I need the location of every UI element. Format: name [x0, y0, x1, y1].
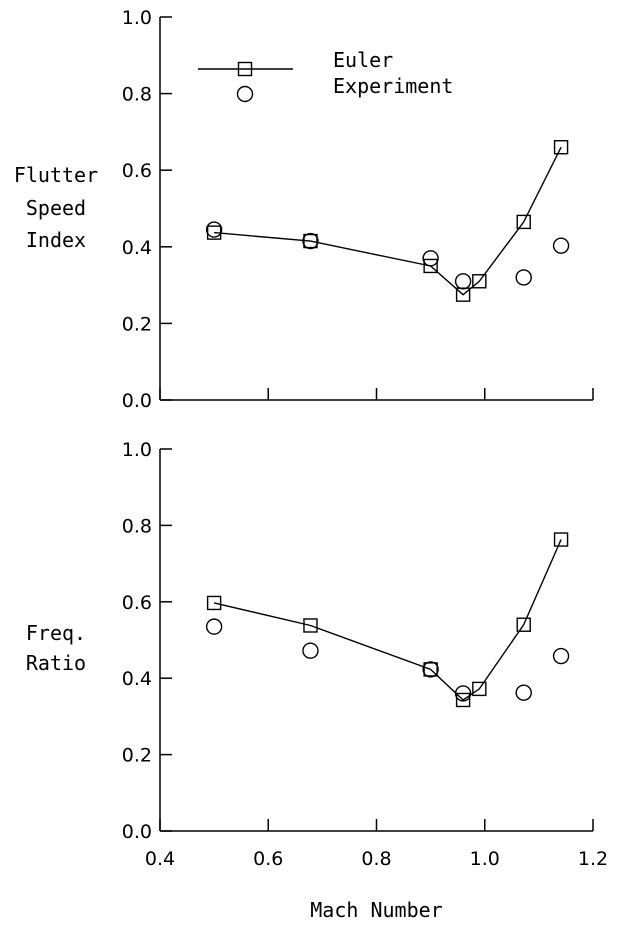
panel2-x-tick-label: 0.4 — [145, 848, 175, 870]
panel2-experiment-point — [515, 684, 532, 701]
panel2-experiment-point — [454, 685, 472, 702]
legend-euler-label: Euler — [333, 48, 393, 72]
panel1-y-axis-label: Index — [26, 228, 86, 252]
panel2-y-tick-label: 0.4 — [122, 668, 152, 690]
panel2-y-tick-label: 1.0 — [122, 439, 152, 461]
panel2-x-tick-label: 1.2 — [578, 848, 608, 870]
panel2-x-axis-title: Mach Number — [310, 898, 442, 922]
panel1-experiment-point — [552, 237, 570, 254]
panel1-experiment-point — [422, 250, 439, 267]
panel2-euler-line — [213, 539, 562, 701]
panel1-euler-point — [516, 214, 531, 230]
panel2-y-axis-label: Ratio — [26, 651, 86, 675]
panel2-experiment-point — [552, 647, 570, 665]
panel2-x-tick-label: 1.0 — [470, 848, 500, 870]
panel1-experiment-point — [454, 273, 472, 290]
panel2-euler-point — [423, 662, 438, 677]
panel2-experiment-point — [422, 661, 439, 678]
panel1-y-axis-label: Flutter — [14, 163, 98, 187]
panel2-y-tick-label: 0.0 — [122, 821, 152, 843]
panel2-euler-point — [553, 532, 569, 547]
legend-experiment-marker — [236, 85, 254, 103]
panel2-x-tick-label: 0.6 — [253, 848, 283, 870]
panel1-y-tick-label: 0.0 — [122, 390, 152, 412]
panel1-y-tick-label: 0.8 — [122, 84, 152, 106]
panel2-euler-point — [472, 681, 487, 697]
panel2-x-tick-label: 0.8 — [361, 848, 391, 870]
panel2-euler-point — [206, 595, 222, 611]
panel1-euler-point — [303, 233, 318, 249]
panel2-y-axis-label: Freq. — [26, 621, 86, 645]
panel1-y-tick-label: 1.0 — [122, 7, 152, 29]
panel1-y-tick-label: 0.6 — [122, 160, 152, 182]
panel2-y-tick-label: 0.2 — [122, 745, 152, 767]
legend-experiment-label: Experiment — [333, 74, 453, 98]
panel1-euler-point — [423, 258, 438, 274]
panel2-y-tick-label: 0.6 — [122, 592, 152, 614]
panel1-y-tick-label: 0.2 — [122, 313, 152, 335]
panel2-euler-point — [516, 617, 531, 632]
panel2-euler-point — [303, 618, 318, 633]
panel1-euler-point — [472, 274, 487, 289]
panel2-experiment-point — [205, 618, 223, 635]
panel1-experiment-point — [515, 269, 532, 286]
panel1-experiment-point — [302, 232, 319, 250]
panel2-experiment-point — [302, 642, 319, 659]
panel1-y-tick-label: 0.4 — [122, 237, 152, 259]
panel1-euler-line — [214, 146, 562, 296]
panel2-y-tick-label: 0.8 — [122, 515, 152, 537]
panel1-experiment-point — [205, 221, 223, 238]
panel1-euler-point — [553, 140, 569, 155]
legend-euler-marker — [237, 61, 253, 77]
panel2-euler-point — [455, 692, 471, 708]
panel1-y-axis-label: Speed — [26, 196, 86, 220]
